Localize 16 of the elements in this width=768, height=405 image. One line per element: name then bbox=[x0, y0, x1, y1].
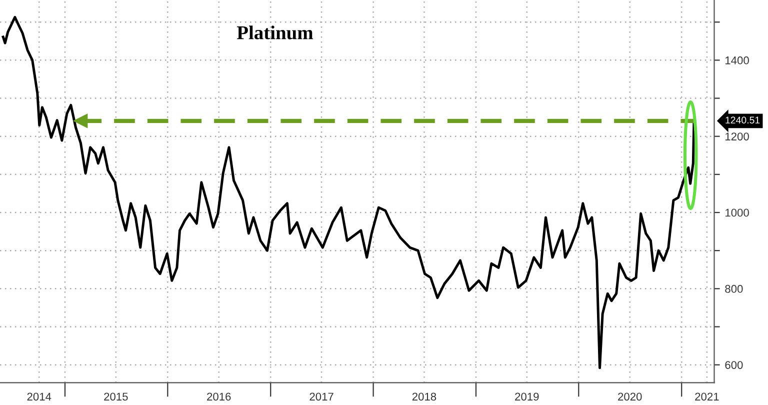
x-tick-label: 2021 bbox=[695, 392, 719, 401]
x-tick-label: 2015 bbox=[104, 392, 128, 401]
x-tick-label: 2014 bbox=[27, 392, 52, 401]
x-tick-label: 2019 bbox=[515, 392, 539, 401]
x-tick-label: 2020 bbox=[618, 392, 642, 401]
y-tick-label: 600 bbox=[725, 361, 743, 369]
x-tick-label: 2016 bbox=[207, 392, 231, 401]
text: Platinum bbox=[236, 26, 314, 40]
text: 1240.51 bbox=[726, 116, 760, 124]
y-tick-label: 1200 bbox=[726, 132, 749, 140]
x-tick-label: 2018 bbox=[412, 392, 436, 401]
x-tick-label: 2017 bbox=[310, 392, 334, 401]
y-tick-label: 1000 bbox=[726, 208, 749, 217]
line-series bbox=[2, 16, 696, 370]
y-tick-label: 1400 bbox=[726, 56, 749, 64]
y-tick-label: 800 bbox=[725, 284, 743, 293]
